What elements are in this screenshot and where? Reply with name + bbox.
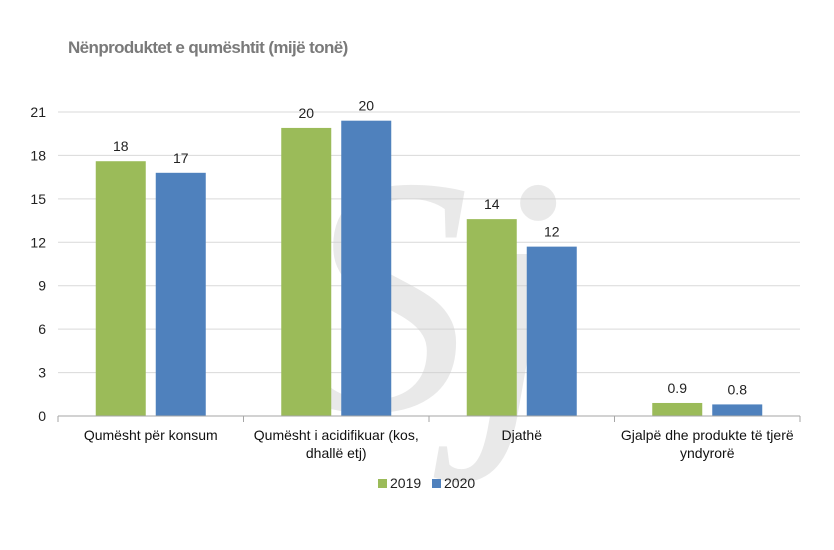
legend: 2019 2020 (378, 475, 475, 491)
data-label-2020: 12 (544, 224, 560, 240)
bars (95, 120, 763, 416)
bar-2019 (652, 402, 703, 416)
legend-swatch-2020 (432, 479, 441, 488)
bar-2020 (712, 404, 763, 416)
y-tick-label: 9 (38, 278, 46, 294)
data-label-2019: 20 (298, 105, 314, 121)
data-label-2019: 18 (113, 138, 129, 154)
category-label: Qumësht i acidifikuar (kos, dhallë etj) (254, 427, 419, 461)
y-tick-label: 3 (38, 365, 46, 381)
legend-label-2020: 2020 (444, 475, 475, 491)
category-label: Djathë (502, 427, 543, 443)
bar-2020 (155, 172, 206, 416)
category-label-line: Gjalpë dhe produkte të tjerë (621, 427, 794, 443)
y-tick-label: 15 (30, 191, 46, 207)
data-label-2020: 20 (358, 98, 374, 114)
y-axis-ticks: 0 3 6 9 12 15 18 21 (30, 104, 46, 424)
category-label: Qumësht për konsum (84, 427, 218, 443)
bar-2020 (341, 120, 392, 416)
category-label-line: Qumësht i acidifikuar (kos, (254, 427, 419, 443)
gridlines (58, 111, 800, 374)
y-tick-label: 6 (38, 321, 46, 337)
category-labels: Qumësht për konsum Qumësht i acidifikuar … (84, 427, 794, 461)
legend-swatch-2019 (378, 479, 387, 488)
data-label-2020: 0.8 (728, 381, 748, 397)
category-label-line: dhallë etj) (306, 445, 367, 461)
bar-2020 (526, 246, 577, 416)
category-label-line: yndyrorë (680, 445, 735, 461)
x-axis (57, 415, 801, 422)
y-tick-label: 0 (38, 408, 46, 424)
bar-2019 (281, 127, 332, 416)
y-tick-label: 18 (30, 147, 46, 163)
y-tick-label: 12 (30, 234, 46, 250)
category-label-line: Djathë (502, 427, 543, 443)
y-tick-label: 21 (30, 104, 46, 120)
category-label: Gjalpë dhe produkte të tjerë yndyrorë (621, 427, 794, 461)
bar-2019 (466, 219, 517, 416)
data-label-2019: 0.9 (668, 380, 688, 396)
data-labels: 18 20 14 0.9 17 20 12 0.8 (113, 98, 747, 398)
data-label-2020: 17 (173, 150, 189, 166)
legend-label-2019: 2019 (390, 475, 421, 491)
chart-title: Nënproduktet e qumështit (mijë tonë) (68, 38, 348, 57)
bar-2019 (95, 161, 146, 416)
data-label-2019: 14 (484, 196, 500, 212)
category-label-line: Qumësht për konsum (84, 427, 218, 443)
